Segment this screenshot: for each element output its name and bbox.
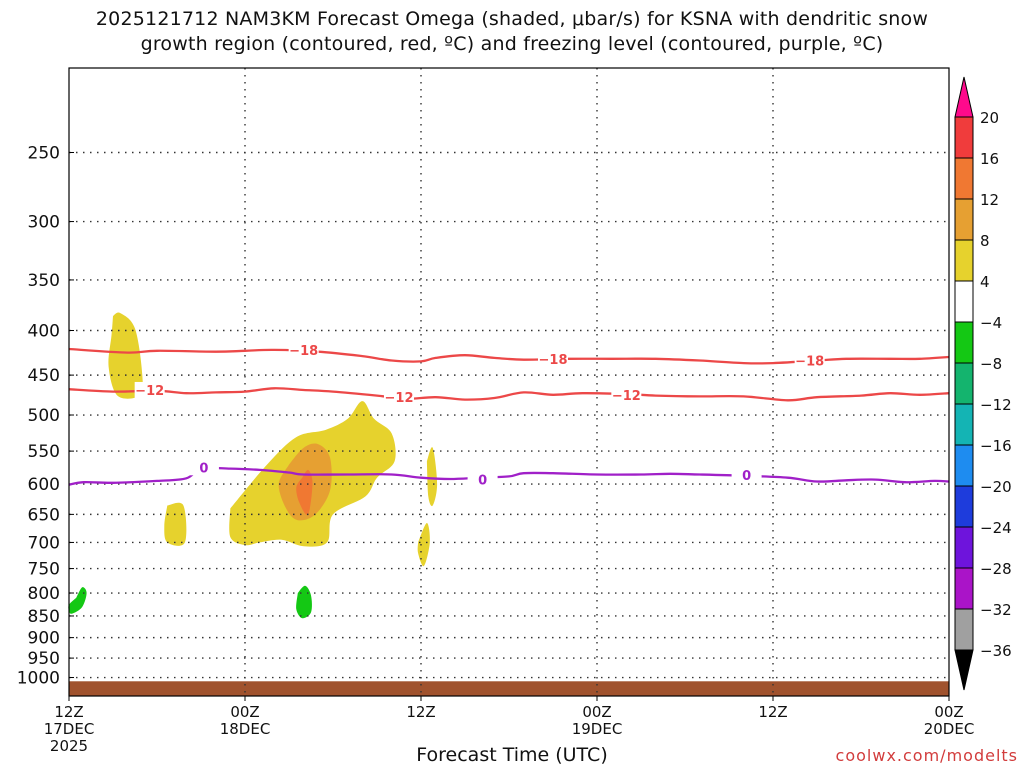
- colorbar-label: −36: [980, 642, 1012, 660]
- colorbar-label: −4: [980, 314, 1002, 332]
- colorbar-label: −24: [980, 519, 1012, 537]
- x-tick-label: 18DEC: [220, 720, 271, 738]
- colorbar-label: −20: [980, 478, 1012, 496]
- colorbar: 20 16 12 8 4 −4 −8 −12 −16 −20 −24 −28 −32 −36: [954, 76, 1012, 691]
- colorbar-label: −16: [980, 437, 1012, 455]
- colorbar-bottom-arrow: [954, 649, 974, 691]
- contour-1: −12 −12 −12: [68, 381, 950, 406]
- x-tick-label: 00Z: [934, 703, 963, 721]
- colorbar-label: −12: [980, 396, 1012, 414]
- colorbar-swatch-0: [954, 116, 974, 159]
- x-tick-label: 12Z: [758, 703, 787, 721]
- source-credit-link[interactable]: coolwx.com/modelts: [835, 746, 1018, 765]
- x-axis-title: Forecast Time (UTC): [416, 744, 608, 766]
- contour-label-bg: [538, 350, 568, 367]
- y-tick-label: 950: [28, 649, 60, 669]
- x-tick-label: 17DEC: [44, 720, 95, 738]
- colorbar-swatch-10: [954, 526, 974, 569]
- contour-label: 0: [199, 461, 208, 476]
- y-tick-label: 800: [28, 584, 60, 604]
- colorbar-swatch-9: [954, 485, 974, 528]
- contour-label-bg: [384, 389, 414, 406]
- contour-label: −12: [135, 384, 164, 399]
- colorbar-swatch-12: [954, 608, 974, 651]
- y-tick-label: 350: [28, 271, 60, 291]
- y-tick-label: 300: [28, 213, 60, 233]
- y-tick-label: 550: [28, 442, 60, 462]
- y-tick-label: 850: [28, 607, 60, 627]
- colorbar-swatch-1: [954, 157, 974, 200]
- x-tick-label: 2025: [50, 737, 88, 755]
- colorbar-swatch-8: [954, 444, 974, 487]
- contour-label-bg: [134, 381, 165, 398]
- colorbar-swatch-4: [954, 280, 974, 323]
- x-tick-label: 00Z: [582, 703, 611, 721]
- contour-label: −12: [385, 391, 414, 406]
- contour-label: 0: [478, 474, 487, 489]
- x-tick-label: 20DEC: [924, 720, 975, 738]
- omega-region-3: [296, 469, 313, 516]
- contour-2: 0 0 0: [68, 459, 950, 489]
- omega-region-5: [426, 447, 438, 507]
- colorbar-swatch-7: [954, 403, 974, 446]
- colorbar-swatch-5: [954, 321, 974, 364]
- colorbar-label: 8: [980, 232, 990, 250]
- y-tick-label: 700: [28, 533, 60, 553]
- contour-line: [68, 387, 950, 402]
- colorbar-label: −28: [980, 560, 1012, 578]
- x-tick-label: 19DEC: [572, 720, 623, 738]
- colorbar-swatch-6: [954, 362, 974, 405]
- y-tick-label: 750: [28, 560, 60, 580]
- x-tick-label: 00Z: [230, 703, 259, 721]
- omega-region-7: [68, 587, 87, 614]
- x-tick-label: 12Z: [54, 703, 83, 721]
- omega-region-4: [164, 502, 187, 546]
- plot-border: [68, 67, 950, 697]
- chart-title-line-2: growth region (contoured, red, ºC) and f…: [140, 33, 884, 55]
- terrain-strip: [69, 681, 949, 696]
- contour-0: −18 −18 −18: [68, 341, 950, 370]
- omega-region-8: [296, 585, 312, 619]
- contour-label-bg: [794, 352, 825, 369]
- y-tick-label: 500: [28, 406, 60, 426]
- colorbar-top-arrow: [954, 76, 974, 118]
- colorbar-swatch-2: [954, 198, 974, 241]
- colorbar-swatch-11: [954, 567, 974, 610]
- y-tick-label: 600: [28, 475, 60, 495]
- contour-label-bg: [467, 471, 498, 488]
- contour-label-bg: [731, 467, 762, 484]
- y-tick-label: 400: [28, 322, 60, 342]
- contour-label-bg: [611, 386, 642, 403]
- colorbar-label: −32: [980, 601, 1012, 619]
- y-tick-label: 650: [28, 505, 60, 525]
- colorbar-label: −8: [980, 355, 1002, 373]
- y-tick-label: 900: [28, 629, 60, 649]
- omega-region-6: [417, 523, 430, 567]
- plot-area: [69, 68, 949, 696]
- colorbar-label: 20: [980, 109, 999, 127]
- contour-label: −18: [539, 353, 568, 368]
- y-tick-label: 250: [28, 144, 60, 164]
- chart-title-line-1: 2025121712 NAM3KM Forecast Omega (shaded…: [95, 8, 929, 30]
- y-tick-label: 450: [28, 366, 60, 386]
- contour-label: −18: [795, 355, 824, 370]
- contour-label: −18: [289, 344, 318, 359]
- contour-label-bg: [288, 341, 319, 358]
- omega-region-0: [108, 312, 143, 399]
- colorbar-swatch-3: [954, 239, 974, 282]
- colorbar-label: 16: [980, 150, 999, 168]
- colorbar-label: 4: [980, 273, 990, 291]
- contour-label: 0: [742, 469, 751, 484]
- contour-label-bg: [188, 459, 219, 476]
- y-tick-label: 1000: [17, 669, 60, 689]
- colorbar-label: 12: [980, 191, 999, 209]
- x-tick-label: 12Z: [406, 703, 435, 721]
- contour-label: −12: [612, 389, 641, 404]
